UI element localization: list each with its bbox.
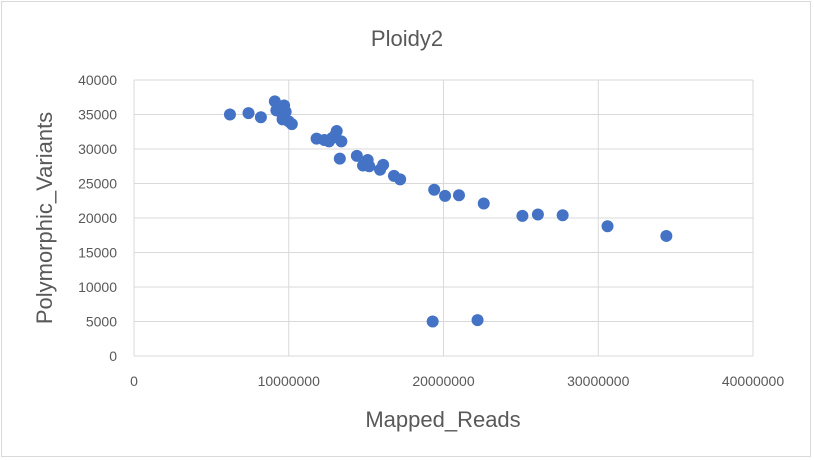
y-tick-label: 30000 [78,141,117,157]
scatter-point [363,160,376,173]
scatter-point [333,152,346,165]
x-axis-title: Mapped_Reads [365,407,520,432]
scatter-point [242,107,255,120]
scatter-point [428,183,441,196]
scatter-point [556,209,569,222]
x-tick-label: 0 [130,373,138,389]
y-tick-label: 40000 [78,72,117,88]
scatter-point [223,108,236,121]
chart-title: Ploidy2 [371,26,443,51]
y-tick-label: 10000 [78,279,117,295]
x-tick-label: 20000000 [412,373,475,389]
scatter-point [350,149,363,162]
scatter-point [439,189,452,202]
y-tick-label: 20000 [78,210,117,226]
scatter-point [477,197,490,210]
y-tick-label: 25000 [78,176,117,192]
scatter-point [377,158,390,171]
scatter-point [330,125,343,138]
scatter-point [516,209,529,222]
x-tick-label: 30000000 [567,373,630,389]
scatter-point [426,315,439,328]
scatter-point [531,208,544,221]
y-tick-label: 35000 [78,107,117,123]
grid-layer [133,79,754,357]
scatter-point [452,189,465,202]
scatter-point [285,118,298,131]
scatter-point [254,111,267,124]
y-tick-label: 15000 [78,245,117,261]
y-tick-label: 5000 [86,314,117,330]
scatter-point [601,220,614,233]
data-points [223,95,673,328]
y-axis-title: Polymorphic_Variants [32,112,57,324]
y-tick-label: 0 [109,348,117,364]
scatter-point [471,314,484,327]
scatter-point [660,229,673,242]
tick-labels: 0 5000 10000 15000 20000 25000 30000 35000 40000… [78,72,784,389]
scatter-point [394,173,407,186]
scatter-point [335,135,348,148]
scatter-point [268,95,281,108]
x-tick-label: 40000000 [722,373,785,389]
x-tick-label: 10000000 [258,373,321,389]
